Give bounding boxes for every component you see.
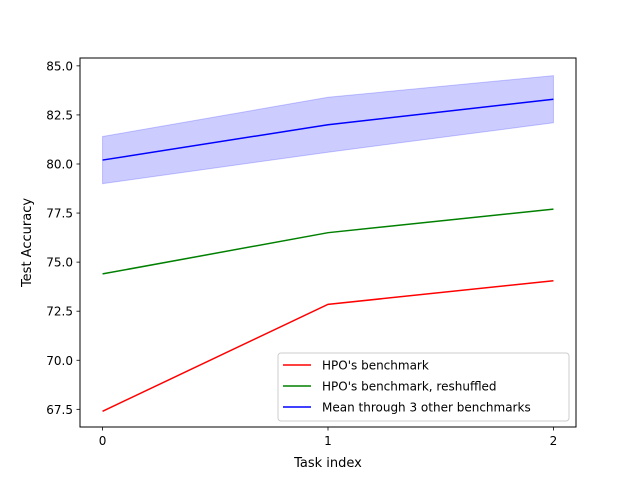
- series-0-line: [102, 280, 554, 412]
- series-lines: [102, 98, 554, 412]
- x-tick-label: 2: [550, 434, 558, 448]
- legend-label-2: Mean through 3 other benchmarks: [322, 401, 531, 415]
- x-tick-label: 0: [99, 434, 107, 448]
- series-2-line: [102, 98, 554, 161]
- y-tick-label: 67.5: [46, 403, 73, 417]
- y-axis-ticks: 67.5 70.0 72.5 75.0 77.5 80.0 82.5 85.0: [46, 59, 80, 417]
- legend: HPO's benchmark HPO's benchmark, reshuffl…: [277, 352, 570, 422]
- legend-label-0: HPO's benchmark: [322, 359, 429, 373]
- x-axis-label: Task index: [293, 456, 362, 471]
- x-tick-label: 1: [324, 434, 332, 448]
- y-tick-label: 70.0: [46, 354, 73, 368]
- y-tick-label: 72.5: [46, 305, 73, 319]
- legend-box: [277, 352, 570, 422]
- y-tick-label: 77.5: [46, 207, 73, 221]
- series-1-line: [102, 208, 554, 275]
- y-tick-label: 82.5: [46, 108, 73, 122]
- confidence-bands: [102, 75, 554, 185]
- y-tick-label: 80.0: [46, 157, 73, 171]
- x-axis-ticks: 0 1 2: [99, 427, 558, 448]
- y-tick-label: 85.0: [46, 59, 73, 73]
- legend-label-1: HPO's benchmark, reshuffled: [322, 380, 497, 394]
- y-tick-label: 75.0: [46, 256, 73, 270]
- y-axis-label: Test Accuracy: [20, 198, 35, 288]
- series-2-band: [102, 75, 554, 185]
